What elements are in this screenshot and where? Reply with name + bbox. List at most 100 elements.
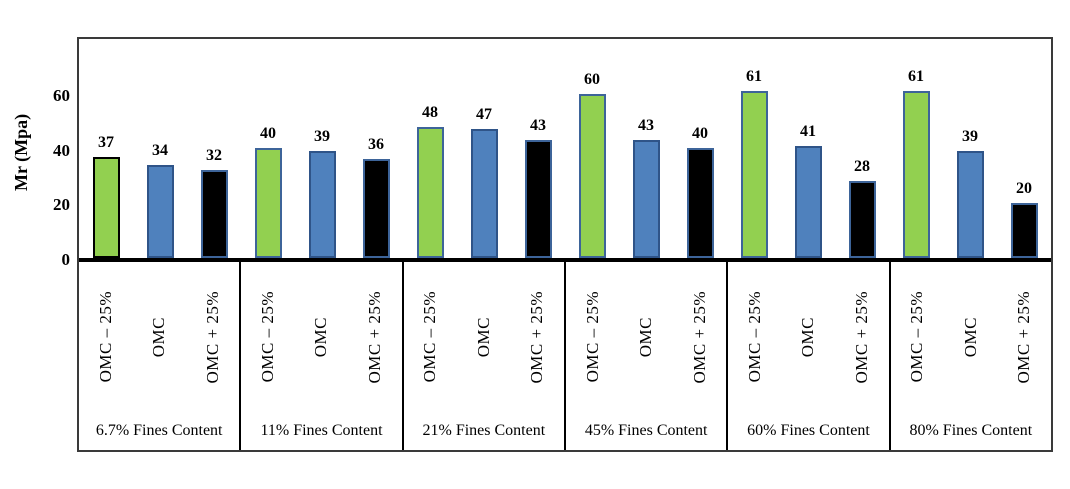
moisture-label: OMC (960, 316, 980, 358)
bar-slot: 43 (632, 117, 660, 258)
bar-group: 37 34 32 (79, 39, 241, 258)
bar-slot: 41 (794, 123, 822, 258)
bar (92, 157, 120, 258)
fines-content-label: 21% Fines Content (422, 422, 546, 439)
bar-group: 48 47 43 (403, 39, 565, 258)
moisture-label: OMC (636, 316, 656, 358)
moisture-labels: OMC – 25% OMC OMC + 25% (79, 262, 239, 412)
bar-value-label: 28 (854, 158, 870, 175)
bar (578, 94, 606, 258)
fines-content-label: 45% Fines Content (584, 422, 708, 439)
bar (254, 148, 282, 258)
bar (470, 129, 498, 258)
bar-slot: 34 (146, 142, 174, 258)
bar (146, 165, 174, 258)
bar (308, 151, 336, 258)
moisture-label: OMC – 25% (907, 291, 927, 383)
bar-group: 61 41 28 (727, 39, 889, 258)
moisture-labels: OMC – 25% OMC OMC + 25% (404, 262, 564, 412)
bar-value-label: 39 (962, 128, 978, 145)
moisture-label: OMC (473, 316, 493, 358)
bar (362, 159, 390, 258)
bar (686, 148, 714, 258)
bar-value-label: 48 (422, 104, 438, 121)
moisture-label: OMC – 25% (258, 291, 278, 383)
bar-slot: 61 (740, 68, 768, 258)
y-tick-label: 0 (61, 250, 71, 269)
bar-value-label: 40 (692, 125, 708, 142)
bar-value-label: 61 (908, 68, 924, 85)
moisture-label: OMC + 25% (1014, 290, 1034, 384)
plot-area: 37 34 32 40 39 36 48 47 43 60 43 40 61 41 28 61 39 20 (79, 39, 1051, 262)
category-cell: OMC – 25% OMC OMC + 25% 6.7% Fines Content (79, 262, 242, 450)
bar (902, 91, 930, 258)
bar-slot: 43 (524, 117, 552, 258)
moisture-labels: OMC – 25% OMC OMC + 25% (241, 262, 401, 412)
bar-value-label: 36 (368, 136, 384, 153)
bar-slot: 60 (578, 71, 606, 258)
bar-value-label: 40 (260, 125, 276, 142)
bar (200, 170, 228, 258)
bar (956, 151, 984, 258)
moisture-label: OMC (798, 316, 818, 358)
chart-area: 37 34 32 40 39 36 48 47 43 60 43 40 61 41 28 61 39 20 OMC… (77, 37, 1053, 452)
moisture-labels: OMC – 25% OMC OMC + 25% (728, 262, 888, 412)
bar (416, 127, 444, 258)
fines-content-label: 80% Fines Content (909, 422, 1033, 439)
bar-value-label: 37 (98, 134, 114, 151)
bar-value-label: 61 (746, 68, 762, 85)
bar-slot: 48 (416, 104, 444, 258)
bar-slot: 61 (902, 68, 930, 258)
moisture-label: OMC – 25% (95, 291, 115, 383)
category-cell: OMC – 25% OMC OMC + 25% 21% Fines Content (404, 262, 566, 450)
fines-content-label: 11% Fines Content (260, 422, 383, 439)
bar-value-label: 34 (152, 142, 168, 159)
fines-content-label: 6.7% Fines Content (95, 422, 223, 439)
moisture-label: OMC + 25% (689, 290, 709, 384)
moisture-label: OMC + 25% (364, 290, 384, 384)
category-cell: OMC – 25% OMC OMC + 25% 60% Fines Content (728, 262, 891, 450)
bar-group: 40 39 36 (241, 39, 403, 258)
moisture-label: OMC + 25% (851, 290, 871, 384)
bar-slot: 40 (254, 125, 282, 258)
bar-value-label: 39 (314, 128, 330, 145)
bar-value-label: 47 (476, 106, 492, 123)
y-tick-label: 40 (53, 141, 70, 160)
bar-value-label: 20 (1016, 180, 1032, 197)
bar-slot: 37 (92, 134, 120, 258)
bar-group: 60 43 40 (565, 39, 727, 258)
category-cell: OMC – 25% OMC OMC + 25% 45% Fines Content (566, 262, 729, 450)
bar-slot: 32 (200, 147, 228, 258)
bar (1010, 203, 1038, 258)
y-tick-label: 60 (53, 86, 70, 105)
bar (524, 140, 552, 258)
bar (740, 91, 768, 258)
category-cell: OMC – 25% OMC OMC + 25% 11% Fines Content (241, 262, 404, 450)
moisture-label: OMC – 25% (420, 291, 440, 383)
moisture-label: OMC (311, 316, 331, 358)
y-tick-label: 20 (53, 195, 70, 214)
bar-value-label: 60 (584, 71, 600, 88)
bar-slot: 20 (1010, 180, 1038, 258)
bar-slot: 36 (362, 136, 390, 258)
moisture-label: OMC + 25% (202, 290, 222, 384)
moisture-label: OMC – 25% (582, 291, 602, 383)
category-cell: OMC – 25% OMC OMC + 25% 80% Fines Content (891, 262, 1051, 450)
bar-slot: 28 (848, 158, 876, 258)
moisture-labels: OMC – 25% OMC OMC + 25% (891, 262, 1051, 412)
bar-slot: 47 (470, 106, 498, 258)
bar-slot: 39 (308, 128, 336, 258)
bar (848, 181, 876, 258)
bar-slot: 39 (956, 128, 984, 258)
bar-slot: 40 (686, 125, 714, 258)
fines-content-label: 60% Fines Content (747, 422, 870, 439)
bar-value-label: 43 (638, 117, 654, 134)
bar (632, 140, 660, 258)
bar (794, 146, 822, 258)
moisture-label: OMC (149, 316, 169, 358)
bar-value-label: 41 (800, 123, 816, 140)
category-axis: OMC – 25% OMC OMC + 25% 6.7% Fines Content O… (79, 262, 1051, 450)
bar-group: 61 39 20 (889, 39, 1051, 258)
bar-value-label: 43 (530, 117, 546, 134)
